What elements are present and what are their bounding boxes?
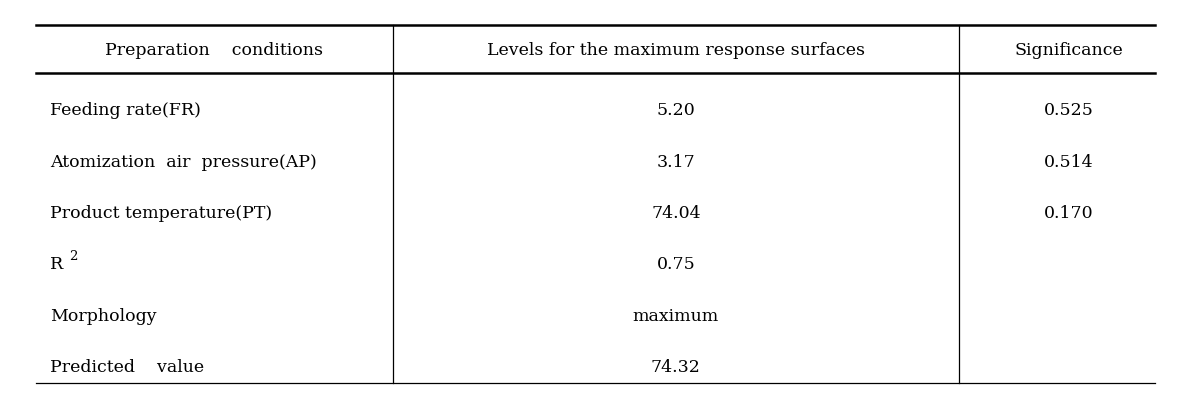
Text: Levels for the maximum response surfaces: Levels for the maximum response surfaces [487, 42, 865, 59]
Text: Product temperature(PT): Product temperature(PT) [50, 205, 273, 221]
Text: 0.170: 0.170 [1045, 205, 1093, 221]
Text: 0.525: 0.525 [1045, 102, 1093, 119]
Text: 3.17: 3.17 [656, 153, 696, 170]
Text: 0.75: 0.75 [656, 256, 696, 273]
Text: 74.32: 74.32 [651, 358, 700, 375]
Text: Morphology: Morphology [50, 307, 157, 324]
Text: maximum: maximum [632, 307, 719, 324]
Text: 74.04: 74.04 [651, 205, 700, 221]
Text: Significance: Significance [1015, 42, 1123, 59]
Text: R: R [50, 256, 63, 273]
Text: Predicted    value: Predicted value [50, 358, 204, 375]
Text: Preparation    conditions: Preparation conditions [105, 42, 324, 59]
Text: Feeding rate(FR): Feeding rate(FR) [50, 102, 201, 119]
Text: 2: 2 [69, 249, 77, 262]
Text: 5.20: 5.20 [656, 102, 696, 119]
Text: Atomization  air  pressure(AP): Atomization air pressure(AP) [50, 153, 317, 170]
Text: 0.514: 0.514 [1045, 153, 1093, 170]
